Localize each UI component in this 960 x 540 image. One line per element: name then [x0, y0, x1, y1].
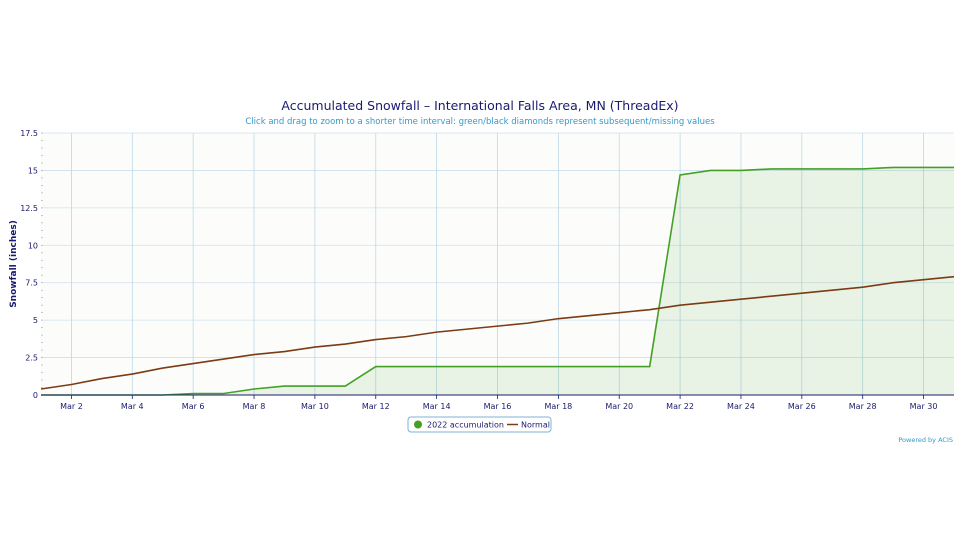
x-tick-label: Mar 4 — [121, 402, 144, 411]
legend-label-normal: Normal — [521, 421, 550, 430]
y-tick-label: 2.5 — [25, 354, 38, 363]
x-tick-label: Mar 6 — [182, 402, 205, 411]
legend-box — [407, 416, 552, 433]
x-tick-label: Mar 8 — [243, 402, 266, 411]
axis-ticks: 0 2.5 5 7.5 10 12.5 15 17.5 Mar 2 Mar 4 Mar 6 Mar 8… — [20, 129, 937, 411]
x-tick-label: Mar 12 — [362, 402, 390, 411]
legend[interactable]: 2022 accumulation Normal — [407, 416, 552, 433]
y-tick-label: 5 — [33, 316, 38, 325]
accumulation-area — [41, 167, 954, 395]
legend-marker-2022-accumulation — [414, 420, 422, 429]
x-tick-label: Mar 28 — [849, 402, 877, 411]
x-tick-label: Mar 16 — [484, 402, 512, 411]
y-tick-label: 17.5 — [20, 129, 38, 138]
x-tick-label: Mar 22 — [666, 402, 694, 411]
x-tick-label: Mar 18 — [544, 402, 572, 411]
y-tick-label: 15 — [28, 166, 38, 175]
x-tick-label: Mar 10 — [301, 402, 329, 411]
x-tick-label: Mar 30 — [910, 402, 938, 411]
series-line-2022-accumulation — [41, 166, 954, 396]
x-tick-label: Mar 24 — [727, 402, 755, 411]
y-axis-label: Snowfall (inches) — [9, 220, 19, 308]
chart-title: Accumulated Snowfall – International Fal… — [281, 98, 678, 113]
y-tick-label: 0 — [33, 391, 38, 400]
legend-item-normal[interactable]: Normal — [507, 421, 550, 430]
series-marks — [40, 166, 955, 396]
legend-item-2022-accumulation[interactable]: 2022 accumulation — [414, 420, 504, 430]
y-tick-label: 12.5 — [20, 204, 38, 213]
series-line-normal — [40, 275, 955, 390]
y-tick-label: 10 — [28, 241, 38, 250]
credit-link[interactable]: Powered by ACIS — [898, 436, 953, 444]
x-tick-label: Mar 26 — [788, 402, 816, 411]
chart-subtitle: Click and drag to zoom to a shorter time… — [245, 117, 715, 127]
y-tick-label: 7.5 — [25, 279, 38, 288]
x-tick-label: Mar 20 — [605, 402, 633, 411]
gridlines — [41, 132, 954, 395]
legend-label-2022-accumulation: 2022 accumulation — [427, 421, 504, 430]
x-tick-label: Mar 14 — [423, 402, 451, 411]
x-tick-label: Mar 2 — [60, 402, 83, 411]
